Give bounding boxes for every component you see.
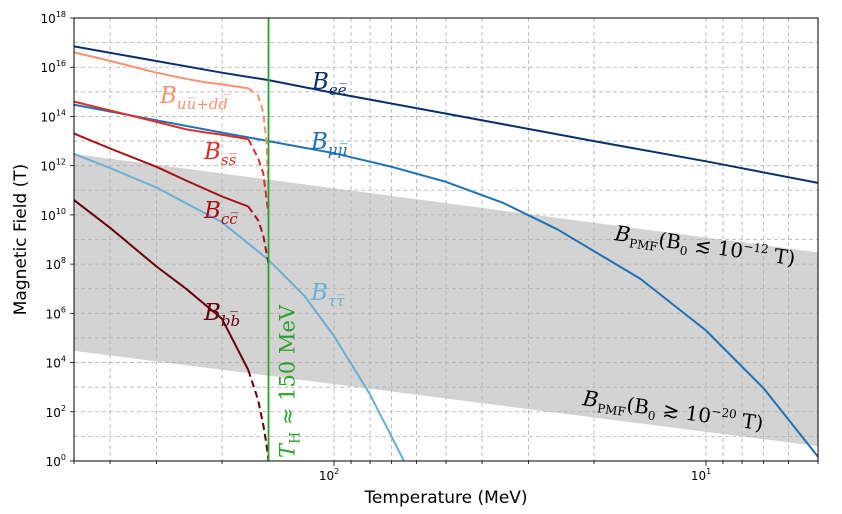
y-axis-label: Magnetic Field (T) <box>11 164 31 316</box>
hadronization-line-layer: TH ≈ 150 MeV <box>267 18 304 461</box>
series-cc-dashed-line <box>247 205 270 265</box>
series-tautau-label: Bττ̅ <box>310 280 345 310</box>
series-uudd-line <box>74 51 249 90</box>
x-tick-label: 102 <box>319 467 339 483</box>
series-bb-label: Bbb̅ <box>203 300 240 330</box>
series-ss-dashed-line <box>247 138 270 216</box>
y-tick-label: 106 <box>46 305 66 321</box>
series-bb-line <box>74 199 250 371</box>
y-tick-label: 1018 <box>41 10 66 26</box>
series-cc-label: Bcc̅ <box>203 198 238 228</box>
y-tick-label: 1010 <box>41 207 66 223</box>
y-tick-label: 104 <box>46 355 66 371</box>
series-ee-label: Bee̅ <box>311 69 347 99</box>
series-cc-line <box>74 132 249 208</box>
series-tautau-line <box>74 152 406 461</box>
grid-layer <box>73 17 819 462</box>
y-tick-label: 100 <box>46 453 66 469</box>
x-tick-label: 101 <box>691 467 711 483</box>
curve-labels-layer: Bee̅Bμμ̅Bττ̅Buu̅+dd̅Bss̅Bcc̅Bbb̅BPMF(B0 … <box>159 69 797 435</box>
series-ee-line <box>74 45 818 184</box>
axes-layer: 102 101 100 102 104 106 108 1010 1012 1014 1016 101… <box>41 10 819 483</box>
series-mumu-label: Bμμ̅ <box>310 129 347 159</box>
series-layer <box>74 45 818 461</box>
series-ss-label: Bss̅ <box>203 139 237 169</box>
hadronization-line-label: TH ≈ 150 MeV <box>276 304 304 458</box>
series-mumu-line <box>74 103 818 458</box>
y-tick-label: 108 <box>46 256 66 272</box>
series-uudd-label: Buu̅+dd̅ <box>159 83 230 113</box>
series-bb-dashed-line <box>247 369 270 461</box>
y-tick-label: 1014 <box>41 108 66 124</box>
series-ss-line <box>74 100 249 141</box>
y-tick-label: 1016 <box>41 59 66 75</box>
y-tick-label: 1012 <box>41 158 66 174</box>
x-axis-label: Temperature (MeV) <box>363 488 527 508</box>
y-tick-label: 102 <box>46 404 66 420</box>
